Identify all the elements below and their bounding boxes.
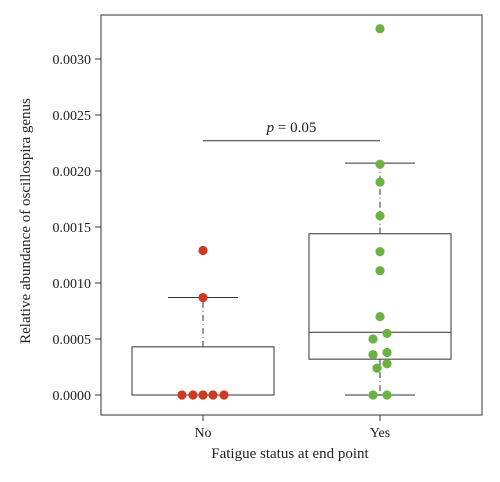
data-point [375, 24, 385, 34]
x-tick-label: No [194, 426, 211, 441]
y-tick-label: 0.0015 [53, 221, 92, 236]
y-tick-label: 0.0020 [53, 165, 92, 180]
data-point [375, 177, 385, 187]
data-point [368, 350, 378, 360]
data-point [375, 247, 385, 257]
data-point [198, 390, 208, 400]
data-point [382, 328, 392, 338]
data-point [368, 390, 378, 400]
data-point [177, 390, 187, 400]
data-point [375, 159, 385, 169]
y-tick-label: 0.0000 [53, 389, 92, 404]
plot-area: 0.0000 0.0005 0.0010 0.0015 0.0020 0.0025 0.00… [53, 14, 483, 441]
data-point [375, 266, 385, 276]
x-tick-label: Yes [370, 426, 390, 441]
data-point [375, 312, 385, 322]
data-point [208, 390, 218, 400]
data-point [382, 347, 392, 358]
data-point [372, 363, 382, 373]
data-point [382, 359, 392, 369]
data-point [382, 390, 392, 400]
p-value-label: p = 0.05 [266, 120, 317, 136]
y-axis-label: Relative abundance of oscillospira genus [18, 98, 34, 344]
data-point [198, 245, 208, 256]
y-tick-label: 0.0010 [53, 277, 92, 292]
data-point [368, 334, 378, 344]
data-point [188, 390, 198, 400]
data-point [219, 390, 229, 400]
data-point [198, 292, 208, 303]
y-tick-label: 0.0025 [53, 109, 92, 124]
x-axis-label: Fatigue status at end point [211, 446, 369, 462]
data-point [375, 211, 385, 221]
y-tick-label: 0.0005 [53, 333, 92, 348]
y-tick-label: 0.0030 [53, 53, 92, 68]
box-no [131, 346, 275, 396]
plot-frame [100, 14, 483, 416]
